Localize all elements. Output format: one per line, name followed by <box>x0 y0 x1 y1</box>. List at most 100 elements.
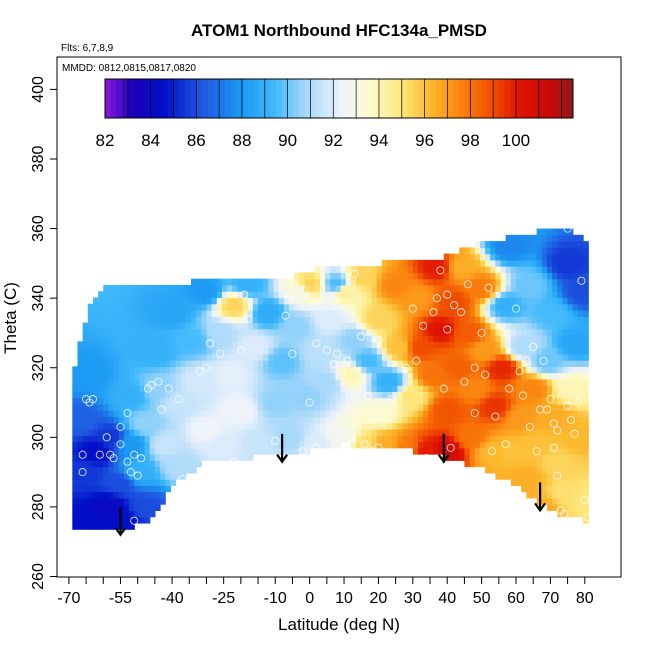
heatmap-cell <box>165 441 171 449</box>
heatmap-cell <box>459 328 466 336</box>
heatmap-cell <box>510 328 517 336</box>
heatmap-cell <box>118 322 125 330</box>
heatmap-cell <box>438 316 445 324</box>
sample-point <box>298 447 307 456</box>
heatmap-cell <box>139 479 146 486</box>
heatmap-cell <box>294 385 300 392</box>
heatmap-cell <box>417 353 424 361</box>
heatmap-cell <box>562 504 569 511</box>
heatmap-cell <box>123 491 130 499</box>
heatmap-cell <box>402 372 409 380</box>
heatmap-cell <box>268 360 275 367</box>
heatmap-cell <box>402 335 409 342</box>
heatmap-cell <box>407 410 414 418</box>
heatmap-cell <box>196 422 202 430</box>
heatmap-cell <box>500 410 507 418</box>
heatmap-cell <box>531 353 538 361</box>
heatmap-cell <box>92 410 99 418</box>
heatmap-cell <box>516 291 522 299</box>
heatmap-cell <box>304 284 311 292</box>
heatmap-cell <box>242 441 249 449</box>
heatmap-cell <box>289 428 295 436</box>
heatmap-cell <box>443 435 450 443</box>
heatmap-cell <box>356 278 362 286</box>
heatmap-cell <box>583 259 589 267</box>
heatmap-cell <box>252 435 259 443</box>
heatmap-cell <box>304 328 311 336</box>
heatmap-cell <box>263 441 269 449</box>
heatmap-cell <box>546 360 553 367</box>
x-tick-label: -40 <box>161 590 184 607</box>
heatmap-cell <box>170 353 177 361</box>
heatmap-cell <box>567 497 574 505</box>
heatmap-cell <box>82 491 89 499</box>
heatmap-cell <box>474 297 481 305</box>
heatmap-cell <box>526 322 533 330</box>
heatmap-cell <box>495 447 502 455</box>
heatmap-cell <box>170 416 177 424</box>
heatmap-cell <box>304 335 311 342</box>
heatmap-cell <box>190 366 197 374</box>
heatmap-cell <box>206 278 213 286</box>
heatmap-cell <box>108 466 115 474</box>
heatmap-cell <box>314 284 321 292</box>
heatmap-cell <box>283 316 290 324</box>
heatmap-cell <box>546 278 553 286</box>
heatmap-cell <box>546 353 553 361</box>
heatmap-cell <box>129 316 135 324</box>
heatmap-cell <box>258 278 264 286</box>
heatmap-cell <box>118 341 125 349</box>
heatmap-cell <box>190 428 197 436</box>
heatmap-cell <box>278 416 285 424</box>
heatmap-cell <box>361 441 367 449</box>
heatmap-cell <box>139 328 146 336</box>
heatmap-cell <box>412 335 419 342</box>
sample-point <box>154 377 163 386</box>
heatmap-cell <box>531 309 538 317</box>
heatmap-cell <box>330 341 337 349</box>
heatmap-cell <box>474 403 481 411</box>
colorbar-swatch <box>224 79 232 118</box>
heatmap-cell <box>154 466 161 474</box>
heatmap-cell <box>139 341 146 349</box>
heatmap-cell <box>495 385 502 392</box>
heatmap-cell <box>448 372 455 380</box>
heatmap-cell <box>371 435 378 443</box>
heatmap-cell <box>500 322 507 330</box>
heatmap-cell <box>464 341 471 349</box>
heatmap-cell <box>557 378 564 386</box>
heatmap-cell <box>505 284 512 292</box>
heatmap-cell <box>417 416 424 424</box>
heatmap-cell <box>278 291 285 299</box>
heatmap-cell <box>103 504 110 511</box>
heatmap-cell <box>572 416 579 424</box>
sample-point <box>580 495 589 505</box>
heatmap-cell <box>206 441 213 449</box>
heatmap-cell <box>552 378 558 386</box>
heatmap-cell <box>273 441 280 449</box>
heatmap-cell <box>149 441 156 449</box>
heatmap-cell <box>180 328 187 336</box>
heatmap-cell <box>490 397 496 405</box>
heatmap-cell <box>263 335 269 342</box>
heatmap-cell <box>500 454 507 461</box>
heatmap-cell <box>371 403 378 411</box>
heatmap-cell <box>557 266 564 274</box>
heatmap-cell <box>546 297 553 305</box>
heatmap-cell <box>206 322 213 330</box>
heatmap-cell <box>330 278 337 286</box>
heatmap-cell <box>531 328 538 336</box>
heatmap-cell <box>113 309 120 317</box>
heatmap-cell <box>299 272 306 280</box>
heatmap-cell <box>536 341 543 349</box>
heatmap-cell <box>113 454 120 461</box>
heatmap-cell <box>541 397 548 405</box>
heatmap-cell <box>144 466 151 474</box>
heatmap-cell <box>423 353 429 361</box>
heatmap-cell <box>448 328 455 336</box>
heatmap-cell <box>103 284 110 292</box>
heatmap-cell <box>87 516 94 524</box>
heatmap-cell <box>144 485 151 493</box>
heatmap-cell <box>541 328 548 336</box>
colorbar-swatch <box>464 79 471 118</box>
